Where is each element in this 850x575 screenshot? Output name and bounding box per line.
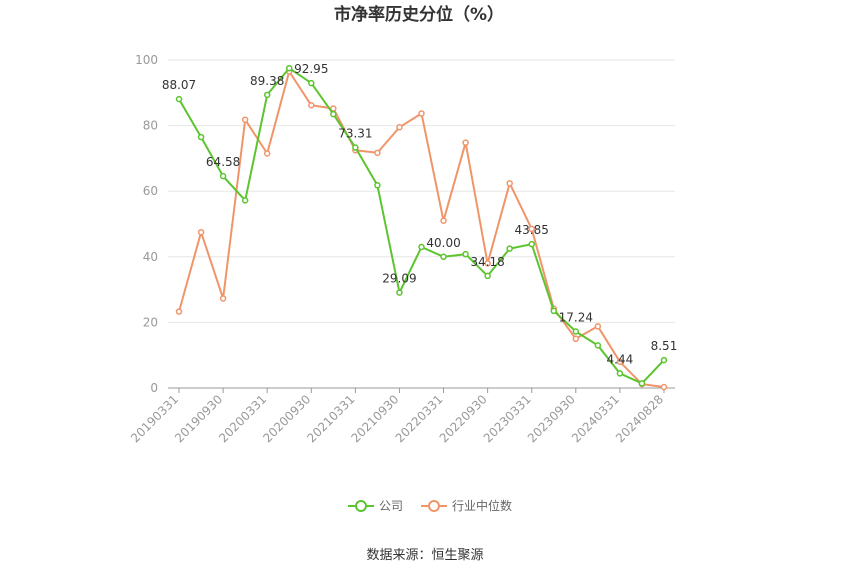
- y-tick-label-60: 60: [143, 184, 158, 198]
- series-1-point-20: [616, 358, 624, 366]
- series-0-point-5: [285, 64, 293, 72]
- series-1-point-15: [506, 180, 513, 187]
- data-label-16: 43.85: [515, 223, 549, 237]
- legend-label-0: 公司: [379, 499, 403, 513]
- series-0-point-21: [638, 380, 646, 387]
- legend-swatch-marker-0: [355, 500, 367, 512]
- series-0-point-20: [616, 370, 624, 377]
- data-label-14: 34.18: [470, 255, 504, 269]
- series-0-point-4: [263, 91, 271, 99]
- chart-title: 市净率历史分位（%）: [334, 4, 504, 25]
- series-0-point-14: [484, 272, 491, 280]
- series-0-point-10: [396, 289, 403, 296]
- legend[interactable]: 公司 行业中位数: [348, 498, 512, 513]
- series-0-point-6: [308, 79, 315, 87]
- series-1-point-11: [418, 110, 425, 117]
- series-0-point-16: [528, 240, 535, 248]
- data-label-20: 4.44: [607, 352, 634, 366]
- data-labels: 88.07 64.58 89.38 92.95 73.31 29.09 40.00 34.18…: [162, 62, 677, 366]
- data-label-12: 40.00: [426, 236, 460, 250]
- series-1-point-18: [572, 335, 580, 343]
- series-1-point-19: [594, 323, 602, 330]
- series-1-point-22: [660, 383, 668, 391]
- legend-label-1: 行业中位数: [452, 498, 512, 513]
- series-1-point-1: [197, 228, 205, 236]
- x-axis: 2019033120190930202003312020093020210331…: [128, 387, 675, 445]
- series-line-1: [178, 70, 665, 388]
- series-1-point-6: [308, 102, 315, 109]
- series-0-point-9: [374, 182, 381, 189]
- series-1-point-4: [263, 150, 271, 157]
- y-tick-label-80: 80: [143, 119, 158, 133]
- y-tick-label-0: 0: [150, 381, 158, 395]
- series-1-point-3: [241, 116, 249, 123]
- grid: [168, 59, 675, 323]
- series-1-point-9: [374, 149, 381, 157]
- data-label-22: 8.51: [651, 339, 678, 353]
- series-1-point-12: [440, 217, 447, 224]
- data-label-0: 88.07: [162, 78, 196, 92]
- series-1-point-0: [175, 308, 183, 315]
- series-1-point-10: [396, 123, 403, 131]
- legend-swatch-marker-1: [428, 500, 440, 512]
- series-0-point-11: [418, 243, 425, 251]
- series-0-point-19: [594, 342, 602, 349]
- series-0-point-12: [440, 253, 447, 261]
- series-0-point-3: [241, 197, 249, 204]
- data-source: 数据来源：恒生聚源: [366, 548, 483, 563]
- y-axis: 0 20 40 60 80 100: [135, 53, 158, 395]
- series-0-point-2: [219, 172, 227, 180]
- x-tick-label-20240828: 20240828: [613, 392, 666, 445]
- legend-item-1[interactable]: 行业中位数: [421, 498, 512, 513]
- data-label-8: 73.31: [338, 127, 372, 141]
- series-0-point-7: [330, 110, 337, 118]
- series-1-point-14: [484, 260, 491, 267]
- data-label-18: 17.24: [559, 310, 593, 324]
- data-label-4: 89.38: [250, 74, 284, 88]
- series-0-point-13: [462, 250, 469, 258]
- y-tick-label-20: 20: [143, 315, 158, 329]
- data-label-6: 92.95: [294, 62, 328, 76]
- y-tick-label-40: 40: [143, 250, 158, 264]
- series-1-point-2: [219, 295, 227, 302]
- series-0-point-17: [550, 307, 558, 315]
- legend-item-0[interactable]: 公司: [348, 499, 403, 513]
- series-0-point-0: [175, 95, 183, 103]
- data-label-10: 29.09: [382, 272, 416, 286]
- series-0-point-22: [660, 356, 668, 364]
- series-1-point-16: [528, 225, 535, 233]
- series-1-point-13: [462, 139, 469, 146]
- series-0-point-1: [197, 133, 205, 141]
- series-0-point-15: [506, 245, 513, 252]
- y-tick-label-100: 100: [135, 53, 158, 67]
- series-0-point-8: [352, 144, 359, 151]
- series-layer: [175, 64, 668, 391]
- series-0-point-18: [572, 328, 580, 335]
- data-label-2: 64.58: [206, 155, 240, 169]
